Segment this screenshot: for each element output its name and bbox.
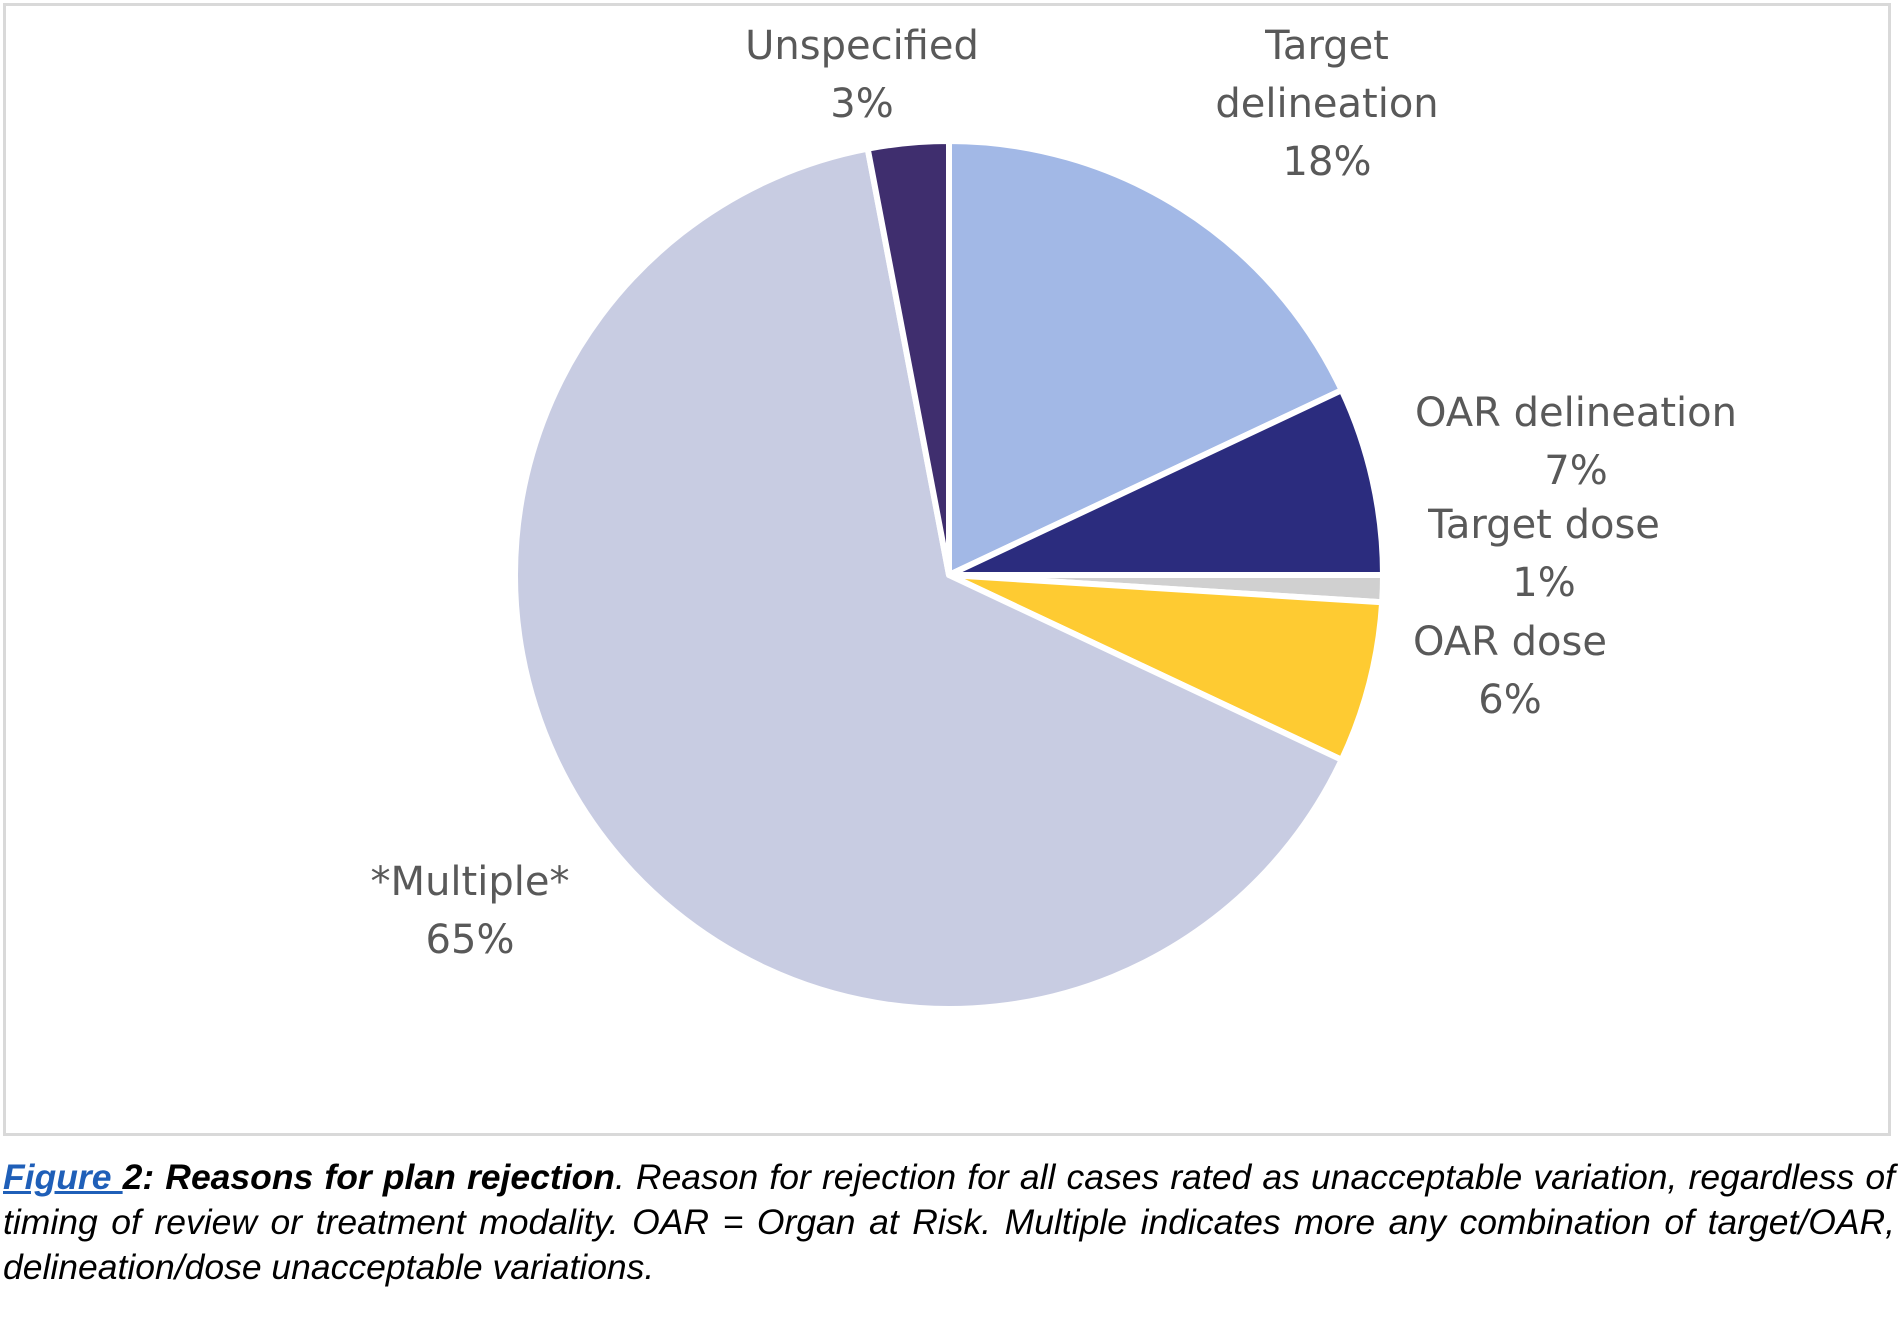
slice-label-target-dose: Target dose 1%: [1428, 496, 1660, 612]
slice-label-name: Target: [1265, 23, 1389, 69]
figure-caption-text: . Reason for rejection for all cases rat…: [3, 1157, 1895, 1287]
figure-link[interactable]: Figure: [3, 1157, 123, 1197]
pie-slice-unspecified: [864, 138, 952, 578]
pie-slice-oar-delineation: [946, 387, 1386, 578]
slice-label-name: delineation: [1215, 81, 1439, 127]
pie-slice-oar-dose: [946, 572, 1386, 763]
slice-label-target-delineation: Target delineation 18%: [1215, 17, 1438, 191]
slice-label-percent: 1%: [1512, 560, 1576, 606]
slice-label-name: OAR delineation: [1415, 390, 1737, 436]
slice-label-oar-dose: OAR dose 6%: [1413, 613, 1607, 729]
slice-label-percent: 18%: [1282, 139, 1372, 185]
pie-slice-multiple: [512, 145, 1345, 1012]
slice-label-percent: 65%: [425, 917, 515, 963]
figure-caption: Figure 2: Reasons for plan rejection. Re…: [3, 1155, 1895, 1290]
pie-slice-target-delineation: [946, 138, 1345, 578]
chart-frame: Target delineation 18% OAR delineation 7% Tar…: [3, 3, 1891, 1136]
slice-label-unspecified: Unspecified 3%: [745, 17, 979, 133]
slice-label-name: OAR dose: [1413, 619, 1607, 665]
slice-label-percent: 6%: [1478, 677, 1542, 723]
slice-label-percent: 3%: [830, 81, 894, 127]
pie-chart: [512, 138, 1386, 1012]
slice-label-percent: 7%: [1544, 448, 1608, 494]
slice-label-name: Target dose: [1428, 502, 1660, 548]
slice-label-multiple: *Multiple* 65%: [371, 853, 570, 969]
figure-title: 2: Reasons for plan rejection: [122, 1157, 615, 1197]
slice-label-name: *Multiple*: [370, 859, 570, 905]
slice-label-name: Unspecified: [745, 23, 979, 69]
slice-label-oar-delineation: OAR delineation 7%: [1415, 384, 1737, 500]
